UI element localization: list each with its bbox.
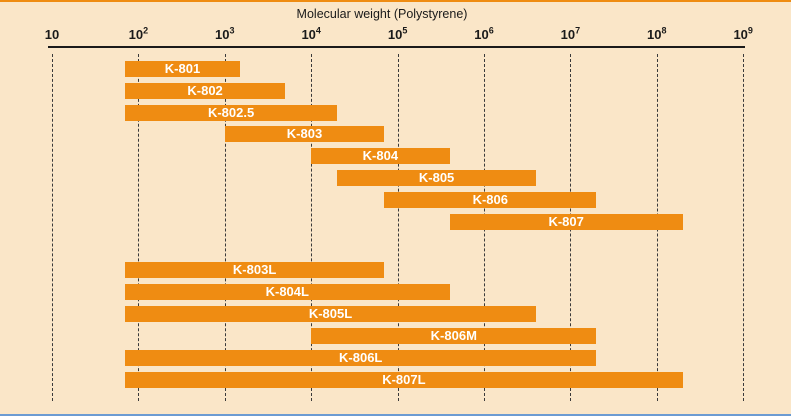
range-bar-k-806m: K-806M	[311, 328, 597, 344]
range-bar-k-803l: K-803L	[125, 262, 385, 278]
decade-gridline	[52, 54, 53, 401]
x-tick-label: 108	[647, 25, 667, 42]
range-bar-k-806l: K-806L	[125, 350, 597, 366]
x-tick-label: 104	[301, 25, 321, 42]
x-tick-label: 102	[128, 25, 149, 42]
chart-title: Molecular weight (Polystyrene)	[296, 7, 468, 21]
range-bar-k-805l: K-805L	[125, 306, 536, 322]
x-tick-label: 106	[474, 25, 494, 42]
x-tick-label: 107	[560, 25, 581, 42]
x-tick-label: 10	[44, 27, 60, 42]
decade-gridline	[311, 54, 313, 401]
x-axis-line	[48, 46, 745, 48]
x-tick-label: 109	[733, 25, 753, 42]
range-bar-k-802.5: K-802.5	[125, 104, 338, 121]
range-bar-k-804: K-804	[311, 148, 450, 165]
x-tick-label: 105	[387, 25, 408, 42]
range-bar-k-803: K-803	[224, 126, 385, 143]
x-tick-label: 103	[215, 25, 235, 42]
range-bar-k-807: K-807	[449, 213, 683, 230]
bottom-rule	[0, 414, 791, 416]
top-rule	[0, 0, 791, 2]
range-bar-k-807l: K-807L	[125, 372, 683, 388]
range-bar-k-805: K-805	[337, 170, 536, 186]
decade-gridline	[138, 54, 140, 401]
range-bar-k-804l: K-804L	[125, 284, 450, 300]
range-bar-k-806: K-806	[384, 191, 597, 208]
range-bar-k-801: K-801	[125, 61, 240, 77]
decade-gridline	[743, 54, 745, 401]
decade-gridline	[397, 54, 399, 401]
decade-gridline	[224, 54, 226, 401]
range-bar-k-802: K-802	[125, 82, 286, 99]
